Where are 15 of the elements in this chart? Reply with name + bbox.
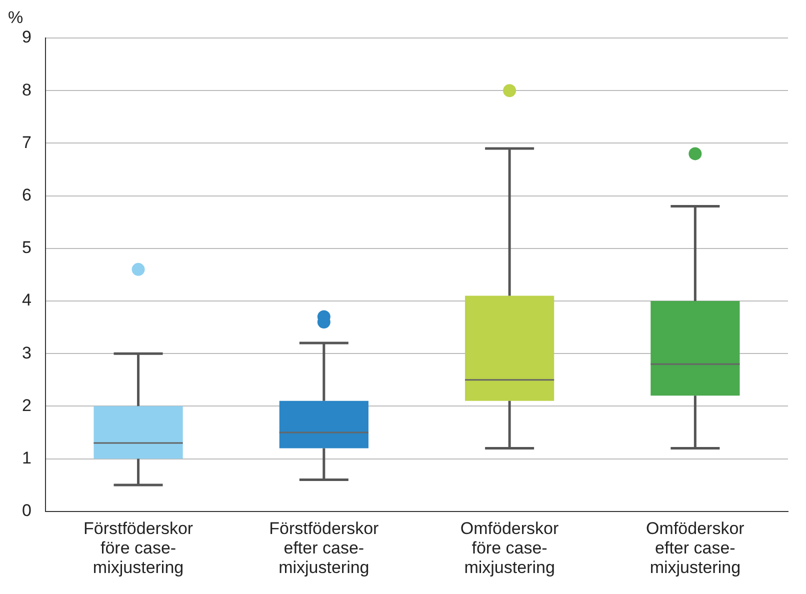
y-tick-label: 2 [22, 396, 32, 415]
x-tick-label: Omföderskor före case-mixjustering [460, 518, 560, 577]
x-tick-label: Omföderskor efter case-mixjustering [646, 518, 745, 577]
y-tick-label: 0 [22, 501, 32, 520]
y-tick-label: 8 [22, 80, 32, 100]
y-tick-label: 7 [22, 132, 32, 152]
x-tick-label: Förstföderskor före case-mixjustering [83, 518, 194, 577]
y-tick-label: 3 [22, 343, 32, 362]
y-tick-label: 1 [22, 448, 32, 468]
y-tick-label: 6 [22, 185, 32, 204]
y-axis-title: % [8, 8, 24, 28]
y-tick-label: 9 [22, 28, 32, 47]
x-tick-label: Förstföderskor efter case-mixjustering [269, 518, 380, 577]
y-tick-label: 5 [22, 238, 32, 258]
y-tick-label: 4 [22, 290, 32, 310]
